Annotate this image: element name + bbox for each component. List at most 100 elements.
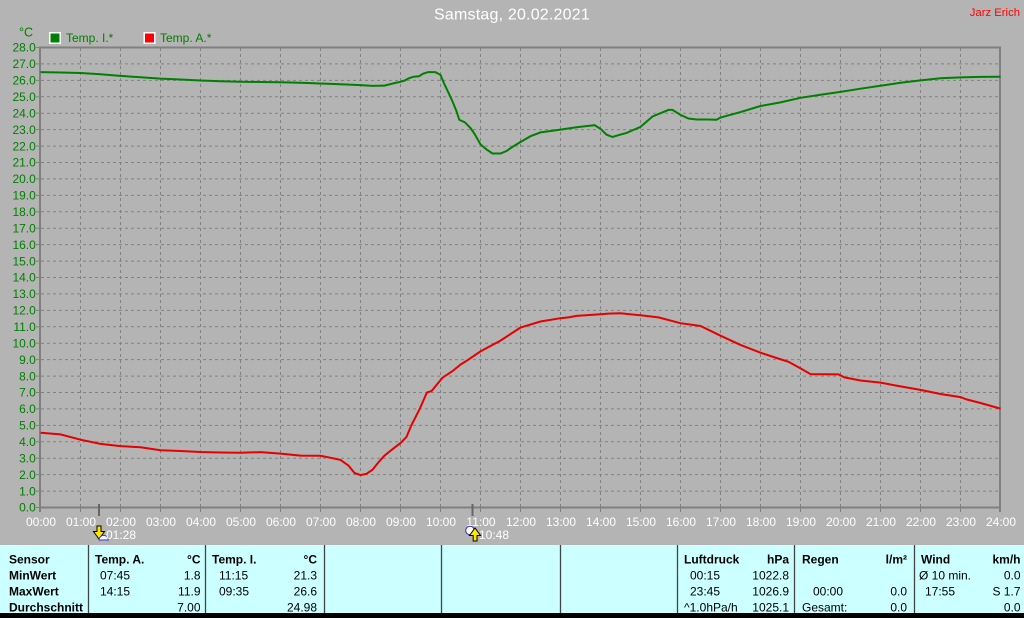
svg-text:06:00: 06:00 xyxy=(266,515,296,529)
svg-text:7.0: 7.0 xyxy=(19,386,36,400)
svg-text:0.0: 0.0 xyxy=(19,501,36,515)
svg-text:24:00: 24:00 xyxy=(986,515,1016,529)
svg-text:09:35: 09:35 xyxy=(219,585,249,599)
svg-text:21:00: 21:00 xyxy=(866,515,896,529)
svg-text:09:00: 09:00 xyxy=(386,515,416,529)
svg-text:5.0: 5.0 xyxy=(19,419,36,433)
svg-text:19:00: 19:00 xyxy=(786,515,816,529)
svg-text:10.0: 10.0 xyxy=(12,336,36,350)
svg-text:28.0: 28.0 xyxy=(12,41,36,55)
svg-text:Temp. A.*: Temp. A.* xyxy=(160,31,212,45)
svg-text:0.0: 0.0 xyxy=(1004,601,1021,615)
svg-text:0.0: 0.0 xyxy=(1004,569,1021,583)
svg-text:1025.1: 1025.1 xyxy=(752,601,789,615)
svg-text:11.9: 11.9 xyxy=(178,585,201,599)
svg-text:22:00: 22:00 xyxy=(906,515,936,529)
svg-text:Gesamt:: Gesamt: xyxy=(802,601,847,615)
svg-text:21.0: 21.0 xyxy=(12,156,36,170)
svg-text:3.0: 3.0 xyxy=(19,451,36,465)
svg-text:8.0: 8.0 xyxy=(19,369,36,383)
svg-text:10:00: 10:00 xyxy=(426,515,456,529)
svg-text:13:00: 13:00 xyxy=(546,515,576,529)
svg-text:MaxWert: MaxWert xyxy=(9,585,59,599)
svg-text:07:45: 07:45 xyxy=(100,569,130,583)
svg-text:Sensor: Sensor xyxy=(9,553,50,567)
svg-text:01:00: 01:00 xyxy=(66,515,96,529)
svg-text:02:00: 02:00 xyxy=(106,515,136,529)
svg-text:Luftdruck: Luftdruck xyxy=(684,553,740,567)
svg-text:07:00: 07:00 xyxy=(306,515,336,529)
svg-text:l/m²: l/m² xyxy=(886,553,907,567)
svg-text:14.0: 14.0 xyxy=(12,271,36,285)
svg-text:13.0: 13.0 xyxy=(12,287,36,301)
svg-text:1.0: 1.0 xyxy=(19,484,36,498)
svg-text:00:15: 00:15 xyxy=(690,569,720,583)
svg-text:7.00: 7.00 xyxy=(177,601,201,615)
svg-text:11:15: 11:15 xyxy=(219,569,248,583)
svg-text:0.0: 0.0 xyxy=(890,601,907,615)
svg-text:S 1.7: S 1.7 xyxy=(992,585,1020,599)
svg-text:Durchschnitt: Durchschnitt xyxy=(9,601,83,615)
svg-text:4.0: 4.0 xyxy=(19,435,36,449)
svg-text:Jarz Erich: Jarz Erich xyxy=(970,7,1020,19)
svg-text:°C: °C xyxy=(304,553,318,567)
svg-text:17:55: 17:55 xyxy=(925,585,955,599)
svg-text:1.8: 1.8 xyxy=(184,569,201,583)
svg-text:26.6: 26.6 xyxy=(294,585,318,599)
svg-text:18:00: 18:00 xyxy=(746,515,776,529)
svg-text:Temp. I.*: Temp. I.* xyxy=(66,31,114,45)
svg-text:Wind: Wind xyxy=(921,553,950,567)
svg-text:23:45: 23:45 xyxy=(690,585,720,599)
svg-text:14:00: 14:00 xyxy=(586,515,616,529)
svg-text:25.0: 25.0 xyxy=(12,90,36,104)
svg-text:12.0: 12.0 xyxy=(12,304,36,318)
svg-text:05:00: 05:00 xyxy=(226,515,256,529)
svg-text:14:15: 14:15 xyxy=(100,585,130,599)
svg-text:17.0: 17.0 xyxy=(12,221,36,235)
svg-text:08:00: 08:00 xyxy=(346,515,376,529)
svg-text:24.0: 24.0 xyxy=(12,106,36,120)
svg-text:16:00: 16:00 xyxy=(666,515,696,529)
svg-text:18.0: 18.0 xyxy=(12,205,36,219)
svg-text:15.0: 15.0 xyxy=(12,254,36,268)
svg-text:1026.9: 1026.9 xyxy=(752,585,789,599)
svg-text:Temp. I.: Temp. I. xyxy=(212,553,256,567)
svg-text:24.98: 24.98 xyxy=(287,601,317,615)
svg-text:Regen: Regen xyxy=(802,553,839,567)
svg-text:21.3: 21.3 xyxy=(294,569,318,583)
svg-text:^1.0hPa/h: ^1.0hPa/h xyxy=(684,601,738,615)
svg-text:hPa: hPa xyxy=(767,553,789,567)
svg-text:10:48: 10:48 xyxy=(479,528,509,542)
svg-text:9.0: 9.0 xyxy=(19,353,36,367)
svg-text:0.0: 0.0 xyxy=(890,585,907,599)
svg-text:19.0: 19.0 xyxy=(12,189,36,203)
svg-text:22.0: 22.0 xyxy=(12,139,36,153)
svg-text:00:00: 00:00 xyxy=(813,585,843,599)
svg-text:01:28: 01:28 xyxy=(106,528,136,542)
svg-text:00:00: 00:00 xyxy=(26,515,56,529)
svg-text:°C: °C xyxy=(187,553,201,567)
svg-text:°C: °C xyxy=(19,26,33,40)
svg-text:16.0: 16.0 xyxy=(12,238,36,252)
svg-text:20.0: 20.0 xyxy=(12,172,36,186)
svg-text:27.0: 27.0 xyxy=(12,57,36,71)
svg-text:Samstag, 20.02.2021: Samstag, 20.02.2021 xyxy=(434,7,590,24)
svg-text:11:00: 11:00 xyxy=(466,515,495,529)
svg-text:Ø 10 min.: Ø 10 min. xyxy=(919,569,971,583)
svg-text:15:00: 15:00 xyxy=(626,515,656,529)
svg-text:11.0: 11.0 xyxy=(13,320,36,334)
svg-text:04:00: 04:00 xyxy=(186,515,216,529)
svg-text:26.0: 26.0 xyxy=(12,74,36,88)
svg-text:23.0: 23.0 xyxy=(12,123,36,137)
svg-text:6.0: 6.0 xyxy=(19,402,36,416)
svg-text:MinWert: MinWert xyxy=(9,569,56,583)
svg-text:03:00: 03:00 xyxy=(146,515,176,529)
svg-text:km/h: km/h xyxy=(992,553,1020,567)
svg-text:2.0: 2.0 xyxy=(19,468,36,482)
svg-text:1022.8: 1022.8 xyxy=(752,569,789,583)
svg-text:12:00: 12:00 xyxy=(506,515,536,529)
svg-text:Temp. A.: Temp. A. xyxy=(95,553,144,567)
svg-text:23:00: 23:00 xyxy=(946,515,976,529)
svg-text:20:00: 20:00 xyxy=(826,515,856,529)
svg-text:17:00: 17:00 xyxy=(706,515,736,529)
